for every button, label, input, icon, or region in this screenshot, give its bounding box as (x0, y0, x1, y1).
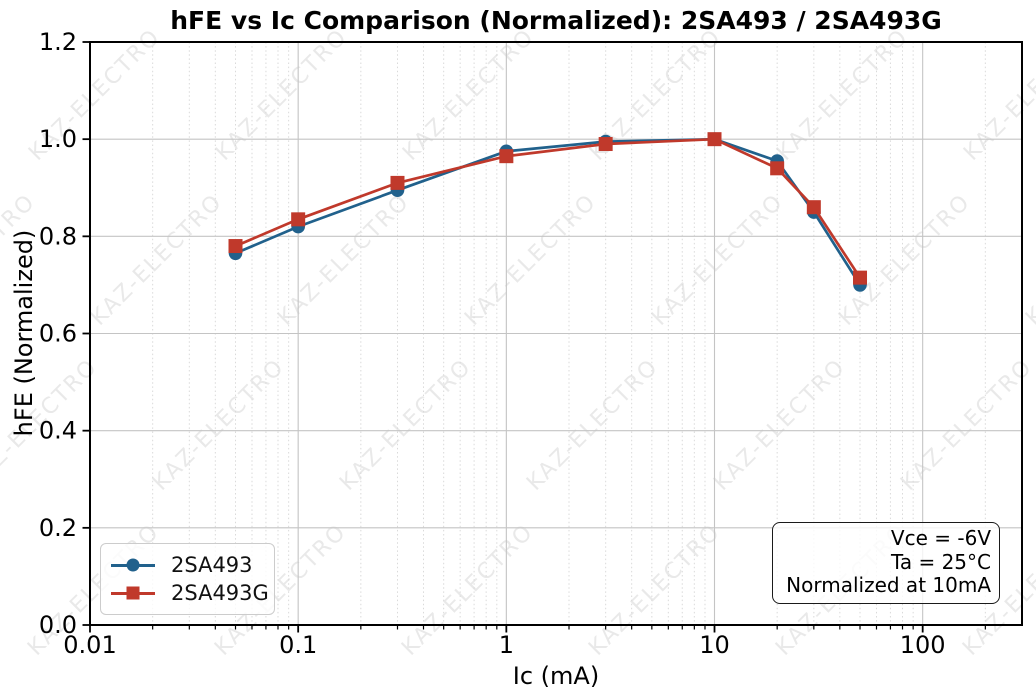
plot-frame (89, 41, 1023, 626)
plot-frame-group (89, 41, 1023, 626)
data-point-marker (228, 239, 243, 254)
conditions-annotation: Vce = -6V Ta = 25°C Normalized at 10mA (772, 522, 1000, 604)
grid-major (90, 42, 1022, 625)
x-tick-label: 0.01 (63, 631, 116, 659)
y-tick-label: 0.8 (39, 222, 77, 250)
y-tick-label: 0.6 (39, 320, 77, 348)
x-tick-label: 10 (699, 631, 730, 659)
x-tick-label: 1 (499, 631, 514, 659)
annotation-normalized: Normalized at 10mA (786, 573, 991, 597)
data-point-marker (291, 212, 306, 227)
circle-marker-swatch (111, 557, 155, 573)
series-line (234, 137, 862, 286)
series-2SA493 (228, 132, 867, 292)
data-point-marker (390, 175, 405, 190)
series (228, 132, 868, 292)
data-point-marker (806, 200, 821, 215)
data-point-marker (598, 137, 613, 152)
y-tick-label: 0.4 (39, 417, 77, 445)
legend: 2SA493 2SA493G (100, 543, 275, 615)
legend-label: 2SA493G (171, 581, 269, 605)
x-tick-label: 0.1 (279, 631, 317, 659)
data-point-marker (770, 161, 785, 176)
x-tick-label: 100 (900, 631, 946, 659)
series-line (234, 137, 862, 279)
data-point-marker (707, 132, 722, 147)
legend-label: 2SA493 (171, 553, 253, 577)
legend-item-2SA493: 2SA493 (111, 551, 264, 579)
chart-title: hFE vs Ic Comparison (Normalized): 2SA49… (170, 6, 942, 35)
data-point-marker (499, 149, 514, 164)
legend-item-2SA493G: 2SA493G (111, 579, 269, 607)
annotation-vce: Vce = -6V (890, 526, 991, 550)
series-2SA493G (228, 132, 868, 285)
axis-ticks (82, 41, 986, 633)
y-tick-label: 0.0 (39, 611, 77, 639)
y-tick-label: 1.0 (39, 125, 77, 153)
square-marker-swatch (111, 585, 155, 601)
x-axis-label: Ic (mA) (512, 662, 600, 690)
y-axis-label: hFE (Normalized) (10, 229, 38, 437)
y-tick-label: 1.2 (39, 28, 77, 56)
y-tick-label: 0.2 (39, 514, 77, 542)
data-point-marker (853, 270, 868, 285)
tick-labels: 0.01 0.1 1 10 100 0.0 0.2 0.4 0.6 0.8 1.0 1.2 (39, 28, 946, 659)
annotation-ta: Ta = 25°C (890, 549, 991, 574)
